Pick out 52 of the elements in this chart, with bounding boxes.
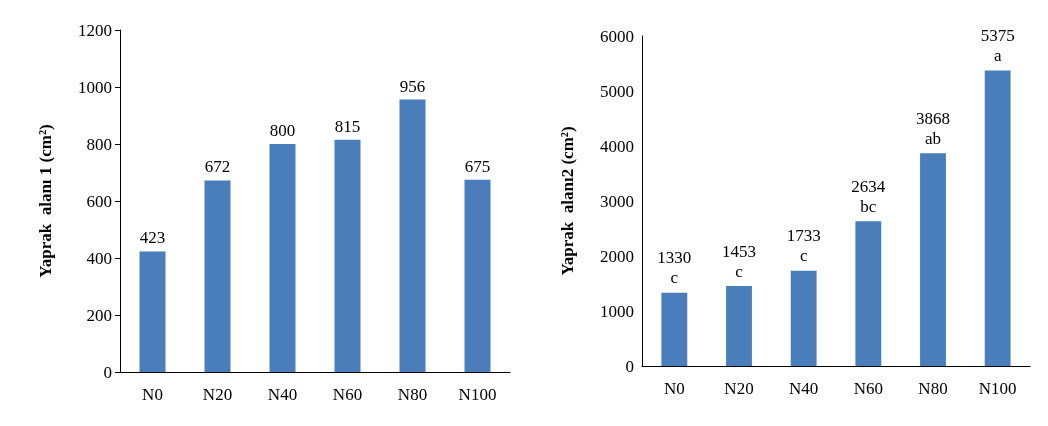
x-tick-label: N60 [853,379,883,398]
bar [204,180,231,372]
data-label: 3868 ab [916,108,950,148]
y-tick-label: 0 [625,356,634,376]
y-tick-label: 200 [86,305,112,325]
data-label: 956 [399,76,426,96]
x-tick-label: N80 [918,379,948,398]
bar [334,139,361,372]
data-label: 1453 c [722,241,756,281]
x-tick-label: N0 [142,385,163,404]
bar [920,153,946,366]
x-tick-label: N100 [978,379,1017,398]
y-tick-label: 2000 [600,246,634,266]
y-tick-label: 800 [86,134,112,154]
bar [269,144,296,372]
y-tick-label: 6000 [600,26,634,46]
y-tick-label: 0 [103,362,112,382]
bar [464,179,491,372]
data-label: 675 [464,156,491,176]
y-tick-label: 3000 [600,191,634,211]
bar [661,292,688,366]
x-tick-label: N20 [202,385,233,404]
bar [399,99,426,372]
y-tick-label: 1200 [78,20,112,40]
x-tick-label: N60 [332,385,363,404]
x-tick-label: N100 [458,385,497,404]
data-label: 1733 c [786,226,821,266]
data-label: 815 [334,116,361,136]
data-label: 5375 a [980,25,1015,65]
bar [984,70,1011,366]
bar [855,221,882,366]
data-label: 423 [139,228,166,248]
y-axis-title: Yaprak alanı2 (cm²) [558,126,577,276]
y-tick-label: 4000 [600,136,634,156]
data-label: 2634 bc [851,176,886,216]
data-label: 800 [269,121,296,140]
x-tick-label: N40 [789,379,819,398]
data-label: 1330 c [657,248,692,288]
x-tick-label: N20 [724,379,754,398]
x-tick-label: N40 [267,385,298,404]
y-tick-label: 1000 [600,301,634,321]
y-tick-label: 400 [86,248,112,268]
x-tick-label: N80 [397,385,428,404]
y-tick-label: 600 [86,191,112,211]
y-tick-label: 5000 [600,81,634,101]
y-tick-label: 1000 [78,77,112,97]
data-label: 672 [204,157,231,177]
bar [139,251,166,372]
bar [726,286,752,366]
bar [790,270,817,366]
x-tick-label: N0 [663,379,685,398]
y-axis-title: Yaprak alanı 1 (cm²) [36,124,55,278]
